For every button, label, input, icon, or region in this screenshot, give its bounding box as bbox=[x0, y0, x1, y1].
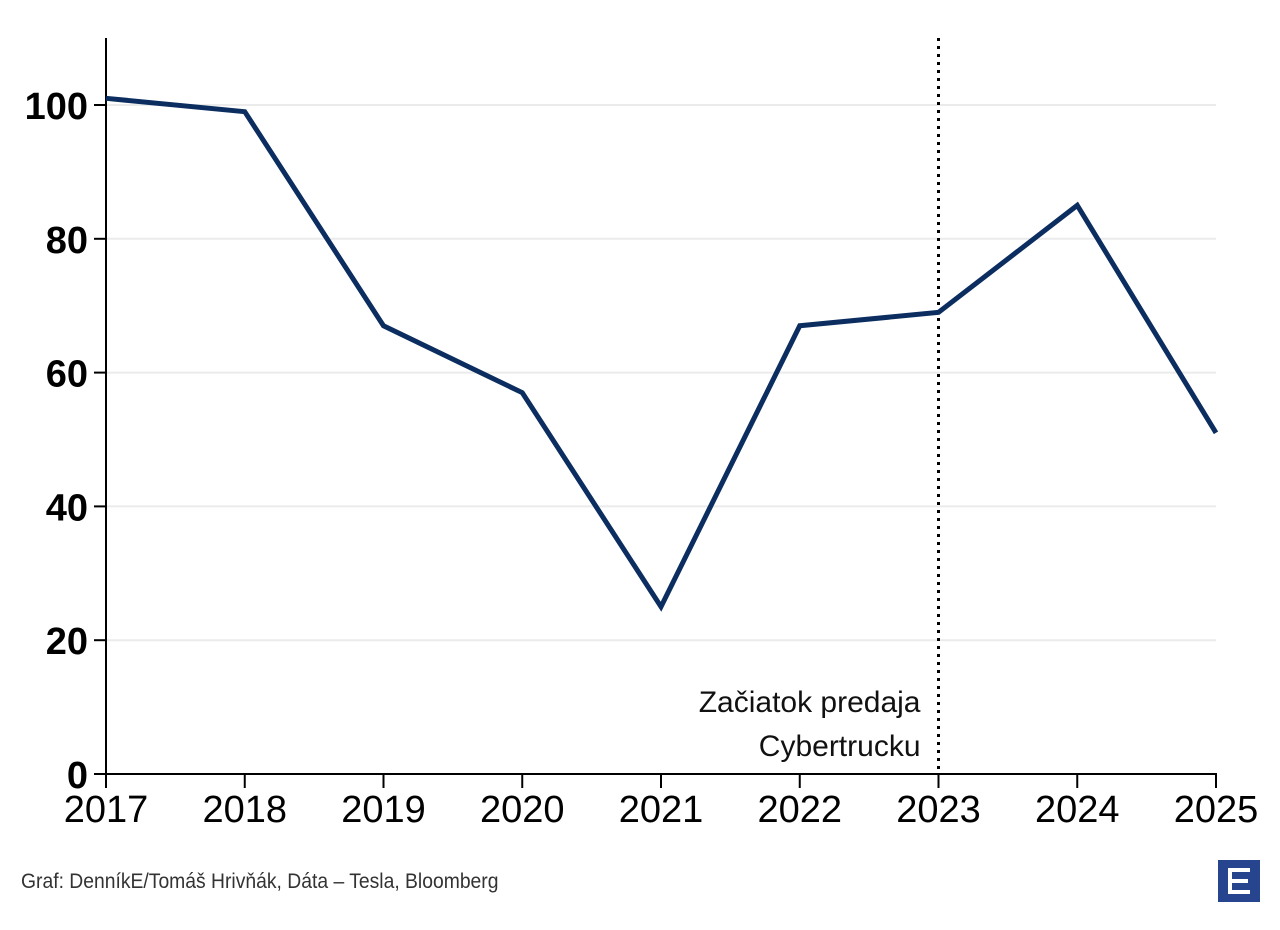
series-line bbox=[105, 95, 1219, 612]
line-chart: 0 20 40 60 80 100 2017 2018 2019 2020 2021 2022 202… bbox=[25, 38, 1259, 831]
x-tick-label: 2017 bbox=[64, 789, 149, 831]
y-tick-label: 40 bbox=[46, 487, 88, 529]
annotation-text: Cybertrucku bbox=[759, 730, 921, 763]
y-tick-label: 0 bbox=[67, 755, 88, 797]
x-tick-label: 2021 bbox=[619, 789, 704, 831]
logo-e-icon bbox=[1228, 868, 1250, 894]
cybertruck-annotation: Začiatok predaja Cybertrucku bbox=[699, 38, 940, 774]
y-tick-label: 80 bbox=[46, 220, 88, 262]
x-axis: 2017 2018 2019 2020 2021 2022 2023 2024 2025 bbox=[64, 773, 1259, 831]
data-series bbox=[105, 95, 1219, 612]
y-axis: 0 20 40 60 80 100 bbox=[25, 38, 107, 797]
y-gridlines bbox=[106, 104, 1216, 642]
y-tick-label: 100 bbox=[25, 86, 88, 128]
x-tick-label: 2025 bbox=[1174, 789, 1259, 831]
x-tick-label: 2018 bbox=[202, 789, 287, 831]
y-tick-label: 20 bbox=[46, 621, 88, 663]
x-tick-label: 2023 bbox=[896, 789, 981, 831]
source-caption: Graf: DenníkE/Tomáš Hrivňák, Dáta – Tesl… bbox=[21, 870, 499, 893]
denniky-e-logo bbox=[1218, 860, 1260, 902]
annotation-text: Začiatok predaja bbox=[699, 686, 921, 719]
x-tick-label: 2020 bbox=[480, 789, 565, 831]
x-tick-label: 2022 bbox=[757, 789, 842, 831]
x-tick-label: 2019 bbox=[341, 789, 426, 831]
x-tick-label: 2024 bbox=[1035, 789, 1120, 831]
y-tick-label: 60 bbox=[46, 354, 88, 396]
